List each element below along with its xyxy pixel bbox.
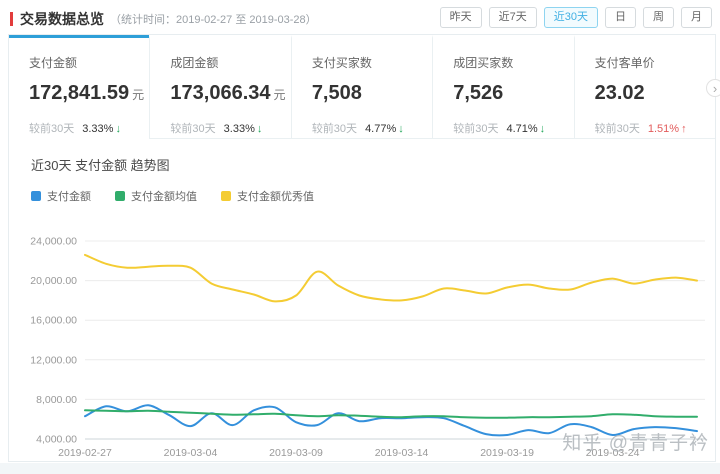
legend-item-pay-amount-excellent[interactable]: 支付金额优秀值 [221,188,314,204]
metric-card-group-buyers[interactable]: 成团买家数 7,526 较前30天 4.71% ↓ [432,35,574,139]
next-chevron-button[interactable]: › [706,79,720,97]
metric-label: 成团买家数 [453,56,514,70]
range-yesterday-button[interactable]: 昨天 [439,7,482,28]
svg-text:20,000.00: 20,000.00 [30,275,77,287]
svg-text:2019-03-19: 2019-03-19 [480,447,534,459]
metric-label: 支付买家数 [311,56,372,70]
legend-item-pay-amount[interactable]: 支付金额 [31,188,91,204]
title-accent-bar [10,12,13,26]
chart-section: 近30天 支付金额 趋势图 支付金额 支付金额均值 支付金额优秀值 4,000.… [9,139,715,461]
legend-label: 支付金额优秀值 [237,191,314,203]
range-7days-button[interactable]: 近7天 [488,7,537,28]
main-panel: 支付金额 172,841.59 元 较前30天 3.33% ↓ 成团金额 173,06… [8,34,720,462]
change-percent: 1.51% [647,123,680,135]
metrics-row: 支付金额 172,841.59 元 较前30天 3.33% ↓ 成团金额 173,06… [9,35,720,139]
legend-swatch-green [115,191,125,201]
trend-down-icon: ↓ [256,123,263,135]
compare-label: 较前30天 [29,123,75,135]
svg-text:16,000.00: 16,000.00 [30,315,77,327]
bottom-strip [0,463,720,474]
metric-card-group-amount[interactable]: 成团金额 173,066.34 元 较前30天 3.33% ↓ [149,35,291,139]
compare-label: 较前30天 [594,123,640,135]
range-day-button[interactable]: 日 [605,7,636,28]
compare-label: 较前30天 [453,123,499,135]
change-percent: 3.33% [223,123,255,135]
range-week-button[interactable]: 周 [643,7,674,28]
metric-card-pay-amount[interactable]: 支付金额 172,841.59 元 较前30天 3.33% ↓ [9,35,150,139]
range-month-button[interactable]: 月 [681,7,712,28]
svg-text:8,000.00: 8,000.00 [36,394,77,406]
metric-label: 支付客单价 [594,56,655,70]
range-button-group: 昨天 近7天 近30天 日 周 月 [439,7,712,28]
metric-label: 成团金额 [170,56,219,70]
chevron-right-icon: › [712,80,718,96]
legend-label: 支付金额 [47,191,91,203]
trend-line-chart: 4,000.00 8,000.00 12,000.00 16,000.00 20,000… [30,236,705,459]
svg-text:2019-03-04: 2019-03-04 [164,447,218,459]
metric-label: 支付金额 [29,56,78,70]
svg-text:24,000.00: 24,000.00 [30,236,77,248]
svg-text:2019-03-24: 2019-03-24 [586,447,640,459]
metric-value: 7,508 [311,82,362,104]
trend-down-icon: ↓ [539,123,546,135]
metric-unit: 元 [132,88,145,102]
compare-label: 较前30天 [170,123,216,135]
metric-value: 23.02 [594,82,645,104]
metric-value: 7,526 [453,82,504,104]
metric-card-avg-order-value[interactable]: 支付客单价 23.02 较前30天 1.51% ↑ [573,35,716,139]
metric-unit: 元 [273,88,286,102]
chart-title: 近30天 支付金额 趋势图 [31,158,170,173]
legend-item-pay-amount-average[interactable]: 支付金额均值 [115,188,197,204]
legend-label: 支付金额均值 [131,191,197,203]
legend-swatch-blue [31,191,41,201]
svg-text:2019-03-09: 2019-03-09 [269,447,323,459]
metric-value: 172,841.59 [29,82,130,104]
metric-value: 173,066.34 [170,82,271,104]
trend-down-icon: ↓ [398,123,404,135]
legend-swatch-yellow [221,191,231,201]
range-30days-button[interactable]: 近30天 [543,7,598,28]
page-subtitle: （统计时间：2019-02-27 至 2019-03-28） [110,14,317,26]
chart-legend: 支付金额 支付金额均值 支付金额优秀值 [31,188,715,204]
svg-text:12,000.00: 12,000.00 [30,354,77,366]
change-percent: 3.33% [82,123,114,135]
trend-down-icon: ↓ [115,123,121,135]
change-percent: 4.77% [365,123,397,135]
compare-label: 较前30天 [311,123,358,135]
svg-text:2019-03-14: 2019-03-14 [375,447,429,459]
change-percent: 4.71% [506,123,538,135]
metric-card-pay-buyers[interactable]: 支付买家数 7,508 较前30天 4.77% ↓ [290,35,433,139]
svg-text:4,000.00: 4,000.00 [36,434,77,446]
page-title: 交易数据总览 [20,11,104,27]
trend-up-icon: ↑ [681,123,687,135]
svg-text:2019-02-27: 2019-02-27 [58,447,112,459]
title-wrap: 交易数据总览 （统计时间：2019-02-27 至 2019-03-28） [10,9,712,29]
topbar: 交易数据总览 （统计时间：2019-02-27 至 2019-03-28） 昨天… [0,0,720,34]
